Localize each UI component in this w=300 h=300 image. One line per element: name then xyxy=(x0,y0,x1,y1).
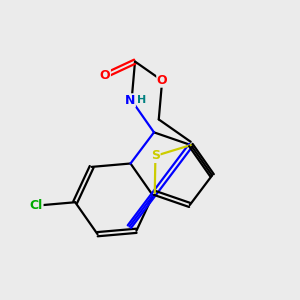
Text: Cl: Cl xyxy=(30,199,43,212)
Text: H: H xyxy=(137,95,147,105)
Text: O: O xyxy=(157,74,167,87)
Text: S: S xyxy=(151,149,160,162)
Text: N: N xyxy=(125,94,135,107)
Text: O: O xyxy=(100,69,110,82)
